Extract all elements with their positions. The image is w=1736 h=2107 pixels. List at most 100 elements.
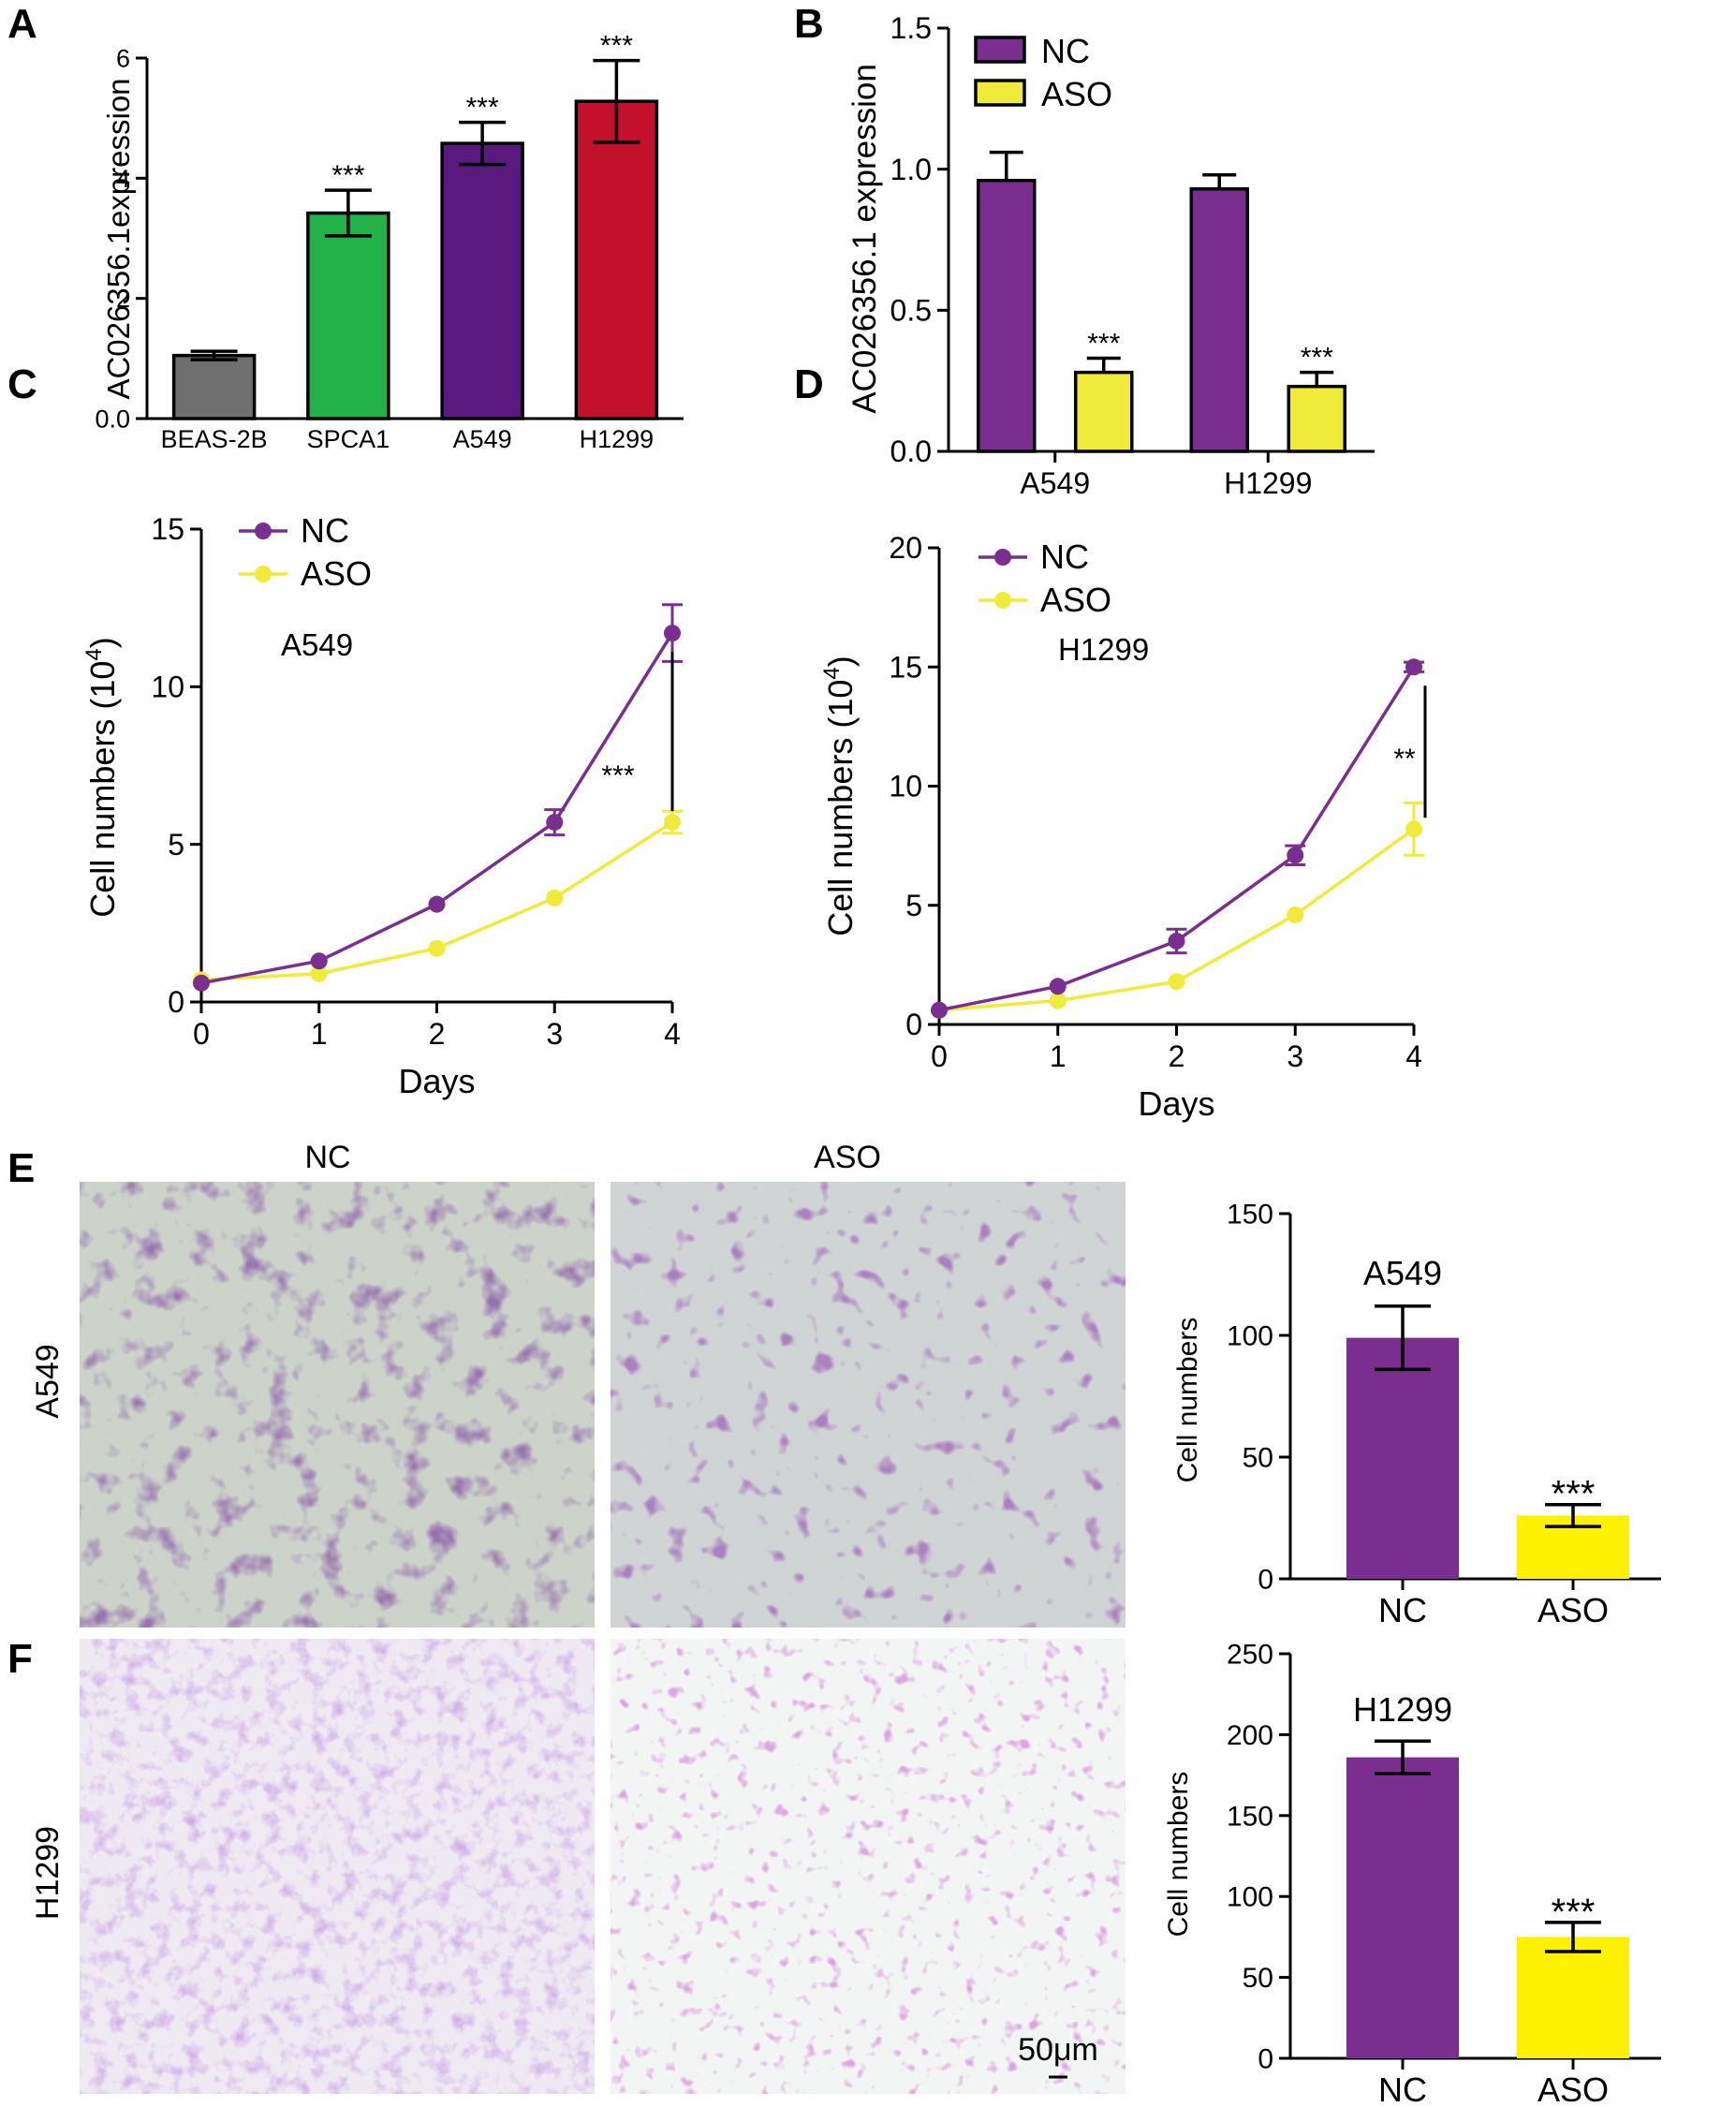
y-tick-label: 5: [168, 828, 184, 862]
y-tick-label: 6: [116, 44, 130, 72]
y-tick-label: 0: [1258, 2044, 1273, 2075]
y-axis-label-main: Cell numbers (10: [83, 661, 122, 918]
x-tick-label: ASO: [1537, 1591, 1609, 1629]
annotation-cell-line: A549: [281, 627, 353, 662]
significance-label: ***: [1552, 1892, 1596, 1933]
data-point-aso: [1405, 820, 1422, 838]
y-tick-label: 0: [905, 1008, 922, 1041]
scale-bar-label: 50μm: [1018, 2032, 1098, 2068]
data-point-nc: [428, 895, 446, 913]
panel-letter-f: F: [7, 1636, 33, 1682]
x-tick-label: 4: [664, 1017, 681, 1051]
x-tick-label: 4: [1405, 1039, 1422, 1073]
legend-swatch-aso: [974, 79, 1026, 107]
data-point-aso: [428, 939, 446, 957]
y-axis-label: Cell numbers (104): [819, 656, 860, 936]
x-tick-label: ASO: [1537, 2070, 1609, 2107]
micrograph-h1299-nc: [80, 1639, 595, 2094]
panel-letters: A B C D E F: [7, 1, 824, 1682]
annotation-cell-line: H1299: [1353, 1690, 1452, 1729]
micrograph-a549-aso: [611, 1182, 1125, 1628]
data-point-aso: [310, 965, 328, 982]
y-tick-label: 20: [889, 531, 922, 565]
significance-label: ***: [1301, 343, 1333, 374]
panel-letter-b: B: [794, 1, 824, 47]
x-tick-label: 2: [429, 1017, 446, 1051]
panel-letter-c: C: [7, 361, 37, 407]
micrograph-row-label-a549: A549: [30, 1344, 66, 1418]
x-tick-label: 1: [1050, 1039, 1067, 1073]
y-tick-label: 0.0: [890, 435, 932, 468]
y-tick-label: 200: [1227, 1720, 1273, 1751]
bar-h1299: [574, 99, 659, 420]
y-tick-label: 50: [1243, 1443, 1273, 1474]
micrograph-a549-nc: [80, 1182, 595, 1628]
legend-marker-aso: [255, 566, 272, 582]
chart-panel-d: 0 5 10 15 20 0 1 2 3 4 ** H1299 NC ASO Days Cell number…: [819, 531, 1427, 1123]
bar-nc: [1346, 1337, 1459, 1579]
y-axis-label-end: ): [83, 637, 122, 648]
x-tick-label: 3: [546, 1017, 563, 1051]
data-point-aso: [1049, 992, 1067, 1009]
series-line-nc: [200, 632, 674, 985]
y-tick-label: 10: [889, 770, 922, 803]
y-tick-label: 100: [1227, 1882, 1273, 1913]
annotation-cell-line: H1299: [1058, 632, 1149, 667]
y-tick-label: 4: [116, 165, 130, 193]
bar-nc-a549: [977, 178, 1037, 453]
series-line-nc: [938, 666, 1416, 1012]
y-tick-label: 0: [168, 985, 184, 1019]
x-tick-label: 1: [311, 1017, 328, 1051]
y-tick-label: 0.0: [95, 405, 130, 433]
bar-nc: [1346, 1757, 1459, 2058]
data-point-aso: [1168, 973, 1185, 991]
y-tick-label: 0.5: [890, 294, 932, 328]
y-tick-label: 250: [1227, 1640, 1273, 1671]
x-axis-label: Days: [1138, 1084, 1214, 1123]
significance-label: ***: [331, 160, 364, 191]
legend-swatch-nc: [974, 36, 1026, 64]
micrograph-col-label-nc: NC: [304, 1140, 350, 1175]
chart-panel-b: 0.0 0.5 1.0 1.5 A549 *** H1299 *** NC ASO AC026356…: [846, 11, 1375, 500]
x-tick-label: 0: [931, 1039, 948, 1073]
y-tick-label: 1.5: [890, 11, 932, 45]
x-tick-label: NC: [1378, 1591, 1427, 1629]
y-axis-label-end: ): [821, 656, 860, 667]
y-tick-label: 15: [889, 650, 922, 684]
x-tick-label: H1299: [580, 425, 655, 453]
legend-label-aso: ASO: [1040, 581, 1111, 619]
x-tick-label: SPCA1: [307, 425, 390, 453]
data-point-nc: [664, 625, 681, 642]
y-tick-label: 15: [151, 512, 184, 546]
y-axis-label: AC026356.1 expression: [846, 64, 883, 414]
significance-label: ***: [1087, 329, 1120, 360]
x-tick-label: 2: [1169, 1039, 1185, 1073]
x-axis-label: Days: [398, 1062, 475, 1100]
micrograph-row-label-h1299: H1299: [30, 1826, 66, 1920]
significance-label: ***: [1552, 1474, 1596, 1515]
y-axis-label-main: Cell numbers (10: [821, 680, 860, 936]
y-axis-label: AC026356.1expression: [101, 78, 136, 399]
bar-aso-a549: [1074, 370, 1134, 453]
y-tick-label: 10: [151, 670, 184, 704]
chart-panel-c: 0 5 10 15 0 1 2 3 4 *** A549 NC ASO Days Cell numbers …: [81, 511, 683, 1100]
legend-label-aso: ASO: [301, 554, 372, 593]
data-point-aso: [1287, 906, 1304, 923]
y-tick-label: 1.0: [890, 153, 932, 186]
legend-label-nc: NC: [1040, 538, 1089, 576]
bar-a549: [440, 141, 524, 420]
data-point-nc: [1049, 978, 1067, 995]
data-point-nc: [310, 952, 328, 970]
y-axis-label-exponent: 4: [81, 648, 107, 660]
y-tick-label: 150: [1227, 1801, 1273, 1832]
micrographs: NC ASO A549 H1299 50μm: [30, 1140, 1125, 2094]
significance-label: ***: [600, 31, 633, 62]
x-tick-label: 3: [1287, 1039, 1303, 1073]
legend-marker-nc: [994, 549, 1011, 566]
chart-panel-a: 0.0 2 4 6 BEAS-2B *** SPCA1 *** A549 *** H1299 AC02…: [95, 31, 684, 453]
data-point-aso: [546, 889, 564, 906]
y-tick-label: 5: [905, 889, 922, 922]
data-point-nc: [1405, 658, 1422, 676]
legend-marker-aso: [994, 592, 1011, 609]
